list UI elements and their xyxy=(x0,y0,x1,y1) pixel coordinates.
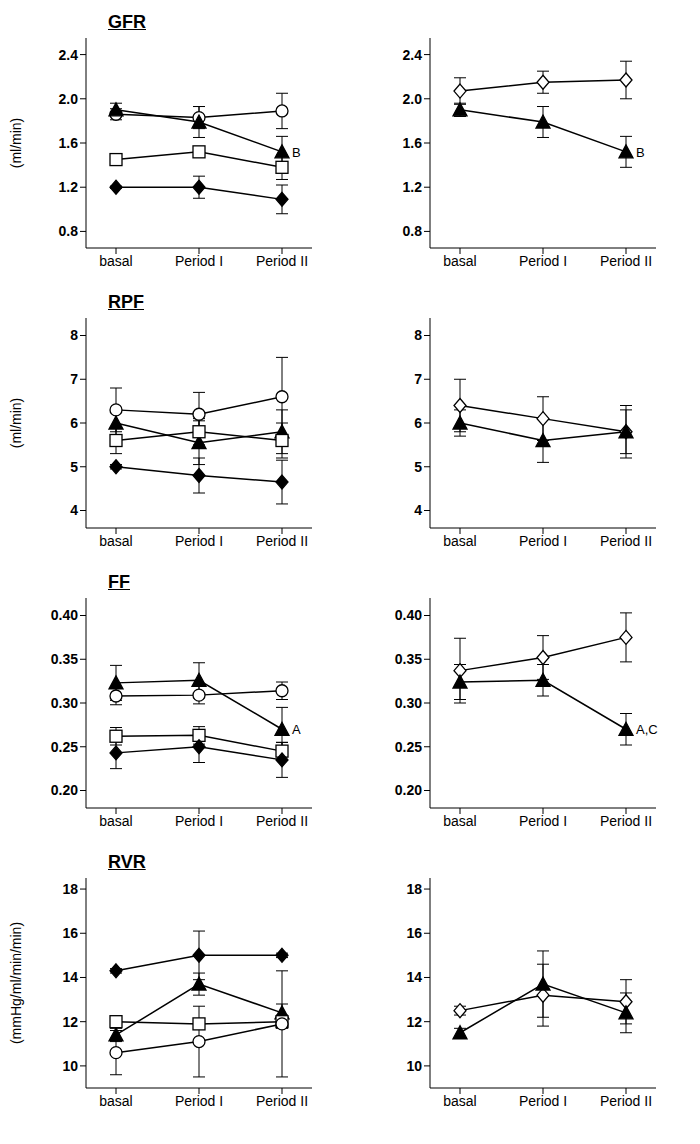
svg-text:6: 6 xyxy=(70,415,78,431)
svg-text:7: 7 xyxy=(414,371,422,387)
svg-text:12: 12 xyxy=(62,1014,78,1030)
svg-text:18: 18 xyxy=(62,881,78,897)
svg-text:A: A xyxy=(292,722,301,737)
svg-text:Period II: Period II xyxy=(600,253,652,269)
svg-text:0.20: 0.20 xyxy=(395,782,422,798)
svg-text:2.4: 2.4 xyxy=(59,47,79,63)
svg-text:Period II: Period II xyxy=(600,813,652,829)
svg-text:0.25: 0.25 xyxy=(395,739,422,755)
svg-text:basal: basal xyxy=(443,533,476,549)
html-text:GFR: GFR xyxy=(108,12,146,32)
svg-text:0.40: 0.40 xyxy=(395,607,422,623)
svg-text:0.35: 0.35 xyxy=(395,651,422,667)
svg-text:0.30: 0.30 xyxy=(395,695,422,711)
svg-text:0.35: 0.35 xyxy=(51,651,78,667)
svg-text:Period II: Period II xyxy=(256,813,308,829)
svg-text:(mmHg/ml/min/min): (mmHg/ml/min/min) xyxy=(8,922,24,1044)
svg-text:basal: basal xyxy=(99,533,132,549)
svg-text:2.0: 2.0 xyxy=(59,91,79,107)
svg-text:14: 14 xyxy=(406,969,422,985)
svg-text:0.30: 0.30 xyxy=(51,695,78,711)
svg-text:5: 5 xyxy=(414,459,422,475)
svg-text:basal: basal xyxy=(443,813,476,829)
svg-text:Period I: Period I xyxy=(519,533,567,549)
svg-text:basal: basal xyxy=(99,813,132,829)
svg-text:1.2: 1.2 xyxy=(59,179,79,195)
svg-text:A,C: A,C xyxy=(636,722,658,737)
svg-text:(ml/min): (ml/min) xyxy=(8,118,24,169)
svg-text:Period I: Period I xyxy=(519,253,567,269)
svg-text:16: 16 xyxy=(62,925,78,941)
svg-text:B: B xyxy=(292,145,301,160)
svg-text:Period I: Period I xyxy=(175,253,223,269)
svg-text:Period I: Period I xyxy=(175,813,223,829)
svg-text:basal: basal xyxy=(443,1093,476,1109)
svg-text:Period I: Period I xyxy=(175,1093,223,1109)
svg-text:basal: basal xyxy=(443,253,476,269)
svg-text:Period II: Period II xyxy=(600,1093,652,1109)
svg-text:0.25: 0.25 xyxy=(51,739,78,755)
svg-text:4: 4 xyxy=(70,502,78,518)
svg-text:6: 6 xyxy=(414,415,422,431)
svg-text:Period I: Period I xyxy=(175,533,223,549)
svg-text:0.20: 0.20 xyxy=(51,782,78,798)
svg-text:1.6: 1.6 xyxy=(59,135,79,151)
svg-text:5: 5 xyxy=(70,459,78,475)
svg-text:basal: basal xyxy=(99,253,132,269)
svg-text:8: 8 xyxy=(70,327,78,343)
svg-text:2.4: 2.4 xyxy=(403,47,423,63)
svg-text:1.2: 1.2 xyxy=(403,179,423,195)
svg-text:0.8: 0.8 xyxy=(59,223,79,239)
svg-text:7: 7 xyxy=(70,371,78,387)
svg-text:10: 10 xyxy=(406,1058,422,1074)
svg-text:14: 14 xyxy=(62,969,78,985)
svg-text:16: 16 xyxy=(406,925,422,941)
svg-text:0.40: 0.40 xyxy=(51,607,78,623)
html-text:RVR: RVR xyxy=(108,852,146,872)
svg-text:(ml/min): (ml/min) xyxy=(8,398,24,449)
svg-text:Period I: Period I xyxy=(519,813,567,829)
svg-text:2.0: 2.0 xyxy=(403,91,423,107)
svg-text:B: B xyxy=(636,145,645,160)
svg-text:Period II: Period II xyxy=(600,533,652,549)
svg-text:Period I: Period I xyxy=(519,1093,567,1109)
svg-text:18: 18 xyxy=(406,881,422,897)
svg-text:Period II: Period II xyxy=(256,1093,308,1109)
svg-text:Period II: Period II xyxy=(256,253,308,269)
svg-text:4: 4 xyxy=(414,502,422,518)
svg-text:Period II: Period II xyxy=(256,533,308,549)
svg-text:8: 8 xyxy=(414,327,422,343)
html-text:FF: FF xyxy=(108,572,130,592)
html-text:RPF: RPF xyxy=(108,292,144,312)
svg-text:1.6: 1.6 xyxy=(403,135,423,151)
svg-text:0.8: 0.8 xyxy=(403,223,423,239)
svg-text:12: 12 xyxy=(406,1014,422,1030)
svg-text:basal: basal xyxy=(99,1093,132,1109)
svg-text:10: 10 xyxy=(62,1058,78,1074)
